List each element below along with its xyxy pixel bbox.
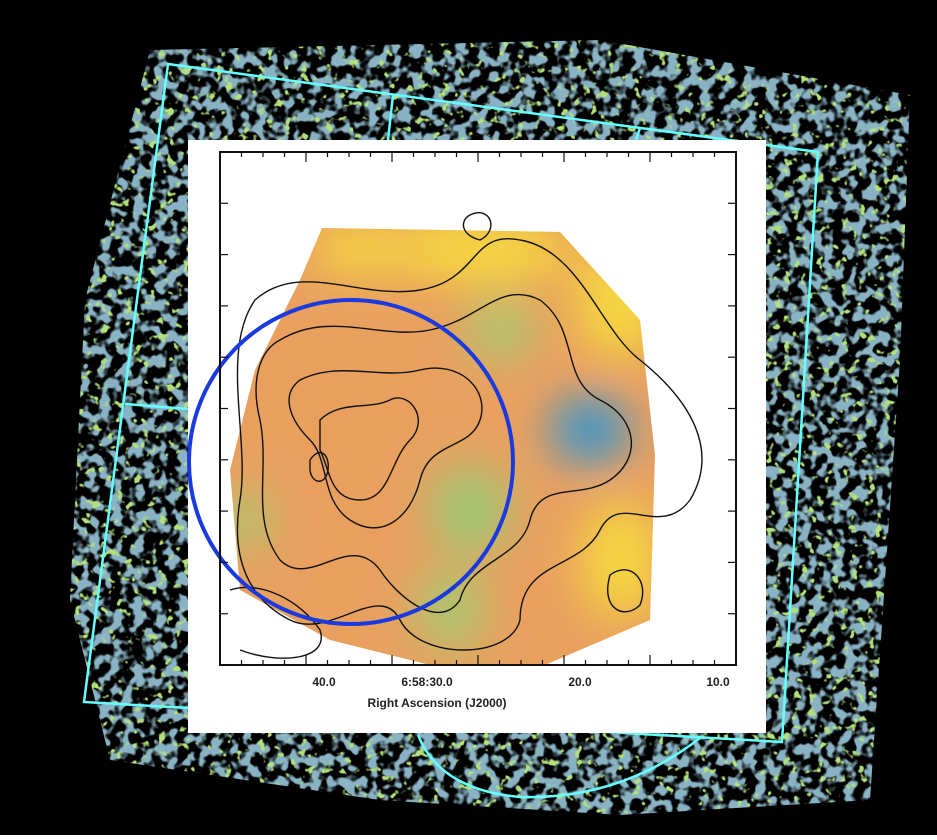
x-tick-label: 40.0 [312, 675, 336, 689]
page: Right Ascension (J2000) 40.0 6:58:30.0 20.… [0, 0, 937, 835]
x-tick-label: 6:58:30.0 [401, 675, 453, 689]
x-axis-title: Right Ascension (J2000) [368, 696, 507, 710]
x-tick-label: 20.0 [568, 675, 592, 689]
x-tick-label: 10.0 [706, 675, 730, 689]
figure: Right Ascension (J2000) 40.0 6:58:30.0 20.… [0, 0, 937, 835]
